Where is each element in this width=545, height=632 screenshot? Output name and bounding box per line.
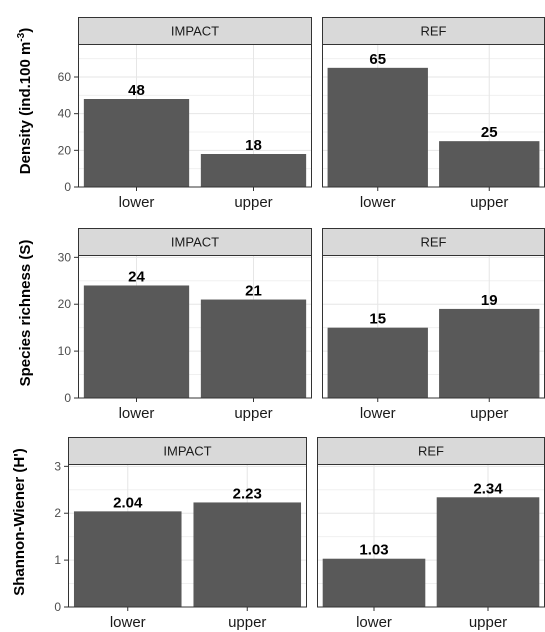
x-tick-label: lower: [356, 614, 392, 631]
facet-strip-label: IMPACT: [171, 24, 219, 39]
y-tick-label: 20: [58, 297, 72, 311]
x-tick-label: lower: [119, 194, 155, 211]
bar-value-label: 2.23: [233, 485, 262, 502]
bar-ref-lower: [327, 327, 428, 398]
facet-strip: [78, 228, 312, 256]
bar-value-label: 1.03: [359, 542, 388, 559]
y-tick-label: 0: [54, 600, 61, 614]
x-tick-label: lower: [110, 614, 146, 631]
bar-value-label: 48: [128, 82, 145, 99]
bar-ref-lower: [327, 67, 428, 187]
y-tick-label: 30: [58, 250, 72, 264]
bar-value-label: 2.34: [473, 480, 503, 497]
bar-impact-lower: [83, 285, 190, 398]
bar-value-label: 21: [245, 283, 262, 300]
facet-strip-label: REF: [421, 235, 447, 250]
bar-value-label: 15: [369, 311, 386, 328]
bar-value-label: 18: [245, 137, 262, 154]
facet-strip-label: IMPACT: [163, 444, 211, 459]
y-tick-label: 3: [54, 459, 61, 473]
y-axis-title: Shannon-Wiener (H'): [11, 448, 28, 596]
bar-impact-upper: [200, 299, 307, 398]
bar-value-label: 19: [481, 292, 498, 309]
panel-impact: IMPACT 48 lower 18 upper: [78, 17, 312, 211]
facet-strip: [68, 437, 307, 465]
x-tick-label: lower: [360, 194, 396, 211]
bar-ref-lower: [322, 558, 426, 607]
x-tick-label: lower: [119, 405, 155, 422]
x-tick-label: upper: [470, 405, 508, 422]
panel-ref: REF 15 lower 19 upper: [322, 228, 545, 422]
y-axis-title: Density (ind.100 m-3): [16, 28, 34, 174]
x-tick-label: lower: [360, 405, 396, 422]
y-tick-label: 0: [64, 391, 71, 405]
y-tick-label: 60: [58, 70, 72, 84]
x-tick-label: upper: [228, 614, 266, 631]
chart-row-3: Shannon-Wiener (H') 0 1 2 3 IMPACT 2.04 lower 2.…: [11, 437, 545, 631]
facet-strip-label: REF: [418, 444, 444, 459]
x-tick-label: upper: [469, 614, 507, 631]
facet-strip-label: IMPACT: [171, 235, 219, 250]
panel-border: [78, 44, 312, 188]
facet-strip: [317, 437, 545, 465]
y-tick-label: 20: [58, 143, 72, 157]
x-tick-label: upper: [234, 194, 272, 211]
y-tick-label: 10: [58, 344, 72, 358]
facet-strip-label: REF: [421, 24, 447, 39]
x-tick-label: upper: [234, 405, 272, 422]
panel-border: [78, 255, 312, 399]
bar-impact-upper: [193, 502, 302, 607]
y-tick-label: 1: [54, 553, 61, 567]
y-tick-label: 2: [54, 506, 61, 520]
x-tick-label: upper: [470, 194, 508, 211]
bar-ref-upper: [439, 141, 540, 187]
panel-impact: IMPACT 24 lower 21 upper: [78, 228, 312, 422]
panel-ref: REF 65 lower 25 upper: [322, 17, 545, 211]
chart-row-2: Species richness (S) 0 10 20 30 IMPACT 24 lower…: [17, 228, 545, 422]
bar-value-label: 65: [369, 51, 386, 68]
y-tick-label: 40: [58, 107, 72, 121]
bar-value-label: 25: [481, 124, 498, 141]
panel-impact: IMPACT 2.04 lower 2.23 upper: [68, 437, 307, 631]
bar-impact-upper: [200, 154, 307, 187]
chart-row-1: Density (ind.100 m-3) 0 20 40 60 IMPACT 48 lowe…: [16, 17, 545, 211]
y-axis-title: Species richness (S): [17, 240, 34, 387]
facet-strip: [78, 17, 312, 45]
bar-value-label: 2.04: [113, 494, 143, 511]
bar-value-label: 24: [128, 268, 145, 285]
bar-ref-upper: [439, 308, 540, 398]
bar-impact-lower: [73, 511, 182, 607]
panel-ref: REF 1.03 lower 2.34 upper: [317, 437, 545, 631]
bar-impact-lower: [83, 99, 190, 187]
bar-ref-upper: [436, 497, 540, 607]
y-tick-label: 0: [64, 180, 71, 194]
panel-border: [68, 464, 307, 608]
